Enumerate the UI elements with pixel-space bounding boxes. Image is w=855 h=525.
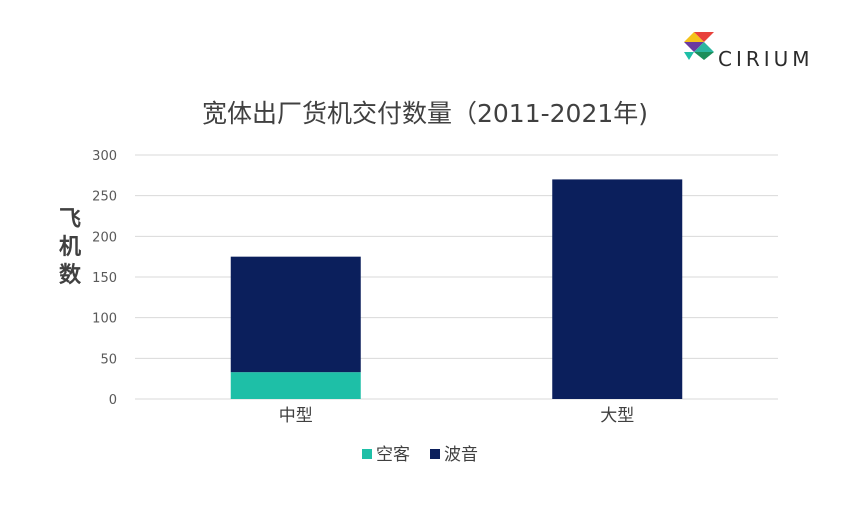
x-tick-labels: 中型 大型 — [279, 406, 635, 426]
chart-title: 宽体出厂货机交付数量（2011-2021年) — [202, 99, 648, 128]
bar-0-series-1 — [230, 256, 361, 373]
y-axis-label-char: 数 — [59, 262, 82, 288]
cirium-logo: CIRIUM — [680, 30, 830, 74]
y-tick-label: 100 — [92, 312, 117, 327]
y-tick-label: 250 — [92, 190, 117, 205]
y-tick-labels: 0 50 100 150 200 250 300 — [92, 149, 117, 408]
y-axis-label-char: 飞 — [59, 207, 81, 232]
legend: 空客 波音 — [362, 445, 478, 465]
y-axis-label: 飞机数 — [59, 207, 82, 288]
y-axis-label-char: 机 — [59, 235, 81, 260]
bars — [230, 179, 683, 399]
legend-label-1: 波音 — [444, 445, 478, 465]
legend-swatch-0 — [362, 449, 372, 459]
y-tick-label: 0 — [109, 393, 117, 408]
legend-swatch-1 — [430, 449, 440, 459]
x-tick-label: 中型 — [279, 406, 313, 426]
bar-1-series-1 — [552, 179, 683, 399]
y-tick-label: 200 — [92, 230, 117, 245]
bar-0-series-0 — [230, 372, 361, 399]
cirium-logo-icon — [684, 32, 714, 60]
y-tick-label: 150 — [92, 271, 117, 286]
y-tick-label: 300 — [92, 149, 117, 164]
y-tick-label: 50 — [100, 352, 117, 367]
cirium-logo-text: CIRIUM — [718, 47, 814, 71]
x-tick-label: 大型 — [600, 406, 634, 426]
legend-label-0: 空客 — [376, 445, 410, 465]
